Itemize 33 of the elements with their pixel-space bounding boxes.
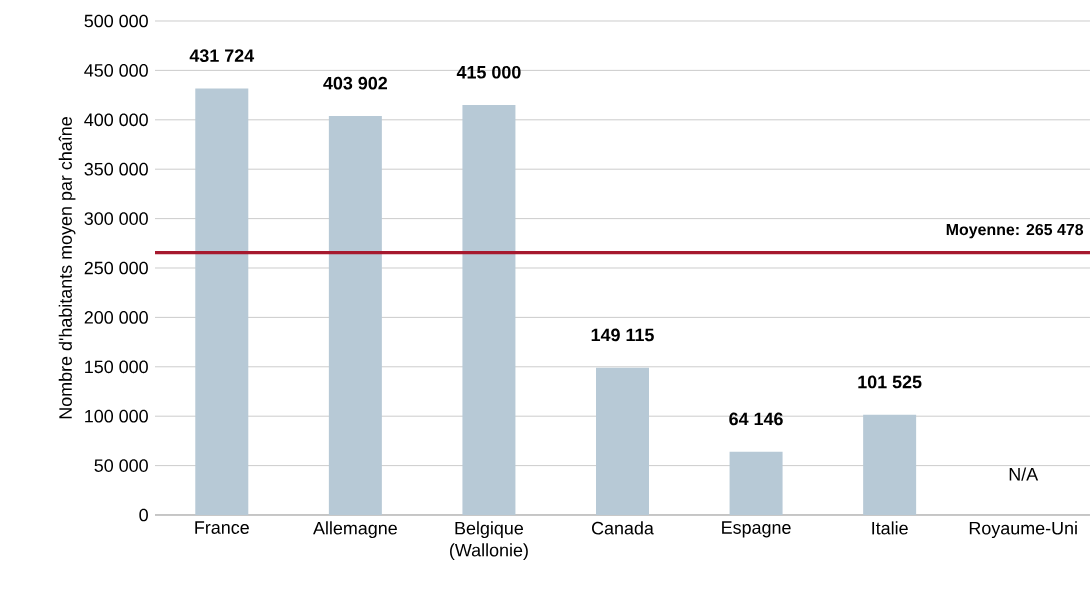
data-label: 101 525 <box>858 375 922 389</box>
y-tick-label: 450 000 <box>84 64 148 77</box>
bar <box>596 367 649 515</box>
bar <box>328 115 382 515</box>
y-tick-label: 50 000 <box>94 459 148 472</box>
data-label: 149 115 <box>591 328 654 342</box>
bar <box>462 104 516 515</box>
ref-line-label: Moyenne: 265 478 <box>946 223 1084 239</box>
data-label: 415 000 <box>456 65 521 79</box>
data-label: 431 724 <box>189 49 255 63</box>
x-tick-label: Allemagne <box>313 521 397 539</box>
data-label: 64 146 <box>729 412 783 426</box>
y-tick-label: 150 000 <box>85 360 148 374</box>
x-tick-label: Italie <box>872 521 908 535</box>
y-tick-label: 0 <box>139 508 148 522</box>
x-tick-label: Espagne <box>722 521 791 538</box>
y-tick-label: 200 000 <box>84 311 148 324</box>
x-tick-label: France <box>195 521 249 534</box>
y-tick-label: 400 000 <box>84 113 148 127</box>
y-tick-label: 500 000 <box>84 14 148 28</box>
data-label: 403 902 <box>323 76 388 90</box>
y-tick-label: 350 000 <box>84 162 148 176</box>
bar <box>729 451 783 515</box>
bar <box>195 88 249 515</box>
x-tick-label: Canada <box>591 521 654 535</box>
y-tick-label: 250 000 <box>84 261 148 275</box>
y-tick-label: 300 000 <box>84 212 148 225</box>
x-tick-label: Belgique (Wallonie) <box>450 521 528 560</box>
x-tick-label: Royaume-Uni <box>969 521 1077 539</box>
text: N/A <box>1009 467 1039 481</box>
y-axis-title: Nombre d'habitants moyen par chaîne <box>58 117 76 419</box>
bar <box>863 414 917 515</box>
y-tick-label: 100 000 <box>85 409 148 423</box>
